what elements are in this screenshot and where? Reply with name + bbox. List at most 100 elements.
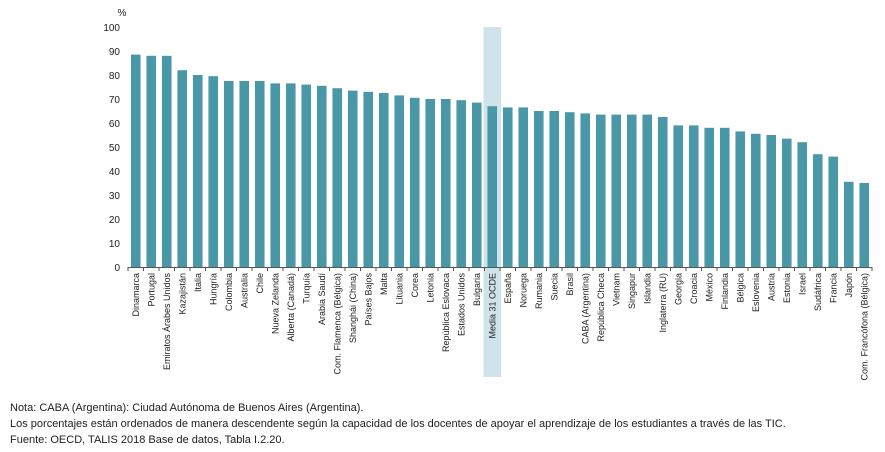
bar	[843, 181, 854, 267]
x-tick-label: Colombia	[224, 273, 234, 311]
bar	[533, 111, 544, 267]
y-tick-label: 40	[109, 167, 121, 178]
bar	[657, 117, 668, 267]
bar	[595, 114, 606, 267]
bar	[735, 131, 746, 267]
y-tick-label: 10	[109, 239, 121, 250]
y-tick-label: 60	[109, 119, 121, 130]
bar	[394, 95, 405, 268]
x-tick-label: CABA (Argentina)	[580, 273, 590, 344]
x-tick-label: Eslovenia	[751, 273, 761, 312]
bar	[208, 76, 219, 267]
bar	[626, 114, 637, 267]
x-tick-label: Vietnam	[611, 273, 621, 306]
x-tick-label: Hungría	[208, 273, 218, 305]
x-tick-label: Portugal	[146, 273, 156, 307]
bar	[828, 156, 839, 267]
x-tick-label: República Eslovaca	[441, 273, 451, 352]
bar	[130, 54, 141, 267]
x-tick-label: Croacia	[689, 273, 699, 304]
x-tick-label: Países Bajos	[363, 273, 373, 326]
x-tick-label: Shanghái (China)	[348, 273, 358, 343]
x-tick-label: Chile	[255, 273, 265, 294]
bar	[812, 154, 823, 267]
bar	[239, 81, 250, 267]
bar	[440, 99, 451, 267]
x-tick-label: Francia	[828, 273, 838, 303]
y-tick-label: 30	[109, 191, 121, 202]
y-tick-label: 90	[109, 47, 121, 58]
bar	[719, 127, 730, 267]
bar	[425, 99, 436, 267]
bar	[797, 142, 808, 267]
bar	[518, 107, 529, 268]
y-tick-label: 70	[109, 95, 121, 106]
bar	[254, 81, 265, 267]
bar	[363, 91, 374, 267]
x-tick-label: Australia	[239, 273, 249, 308]
bar	[146, 55, 157, 267]
x-tick-label: Bulgaria	[472, 273, 482, 306]
x-tick-label: Austria	[766, 273, 776, 301]
bar	[750, 133, 761, 267]
x-tick-label: Lituania	[394, 273, 404, 305]
bar	[781, 138, 792, 267]
y-tick-label: 100	[103, 23, 120, 34]
bar	[270, 83, 281, 268]
x-tick-label: Malta	[379, 273, 389, 295]
bar	[301, 84, 312, 267]
x-tick-label: Estados Unidos	[456, 273, 466, 337]
x-tick-label: Singapur	[627, 273, 637, 309]
description-text: Los porcentajes están ordenados de maner…	[10, 418, 786, 430]
x-tick-label: Israel	[797, 273, 807, 295]
bar	[564, 112, 575, 267]
x-tick-label: Alberta (Canadá)	[286, 273, 296, 342]
x-tick-label: España	[503, 273, 513, 304]
x-tick-label: Turquía	[301, 273, 311, 304]
bar	[471, 102, 482, 267]
y-axis-label: %	[118, 8, 127, 19]
source-text: Fuente: OECD, TALIS 2018 Base de datos, …	[10, 434, 285, 446]
bar	[285, 83, 296, 268]
x-tick-label: República Checa	[596, 273, 606, 342]
x-tick-label: Finlandia	[720, 273, 730, 310]
x-tick-label: Sudáfrica	[813, 273, 823, 311]
bar	[673, 125, 684, 268]
x-tick-label: Italia	[193, 273, 203, 292]
note-text: Nota: CABA (Argentina): Ciudad Autónoma …	[10, 402, 364, 414]
x-tick-label: Suecia	[549, 273, 559, 301]
x-tick-label: Islandia	[642, 273, 652, 304]
x-tick-label: Rumania	[534, 273, 544, 309]
bar	[378, 93, 389, 267]
bar	[642, 114, 653, 267]
x-tick-label: Media 31 OCDE	[487, 273, 497, 339]
x-tick-label: Arabia Saudí	[317, 273, 327, 326]
y-tick-label: 80	[109, 71, 121, 82]
y-tick-label: 0	[114, 263, 120, 274]
bar	[859, 183, 870, 267]
x-tick-label: México	[704, 273, 714, 302]
x-tick-label: Estonia	[782, 273, 792, 303]
x-tick-label: Corea	[410, 273, 420, 298]
x-tick-label: Com. Flamenca (Bélgica)	[332, 273, 342, 375]
bar	[580, 113, 591, 268]
y-tick-label: 20	[109, 215, 121, 226]
x-tick-label: Inglaterra (RU)	[658, 273, 668, 333]
x-tick-label: Dinamarca	[131, 273, 141, 317]
bar	[487, 106, 498, 267]
y-tick-label: 50	[109, 143, 121, 154]
x-tick-label: Brasil	[565, 273, 575, 296]
bar	[456, 100, 467, 267]
x-tick-label: Com. Francófona (Bélgica)	[859, 273, 869, 381]
x-tick-label: Noruega	[518, 273, 528, 308]
bar-chart: 0 10 20 30 40 50 60 70 80 90 100% Dinamarca Portugal…	[103, 8, 873, 381]
x-tick-label: Georgia	[673, 273, 683, 305]
x-tick-label: Japón	[844, 273, 854, 298]
bar	[332, 88, 343, 267]
bar	[688, 125, 699, 268]
bar	[316, 85, 327, 267]
bar	[549, 111, 560, 267]
x-tick-label: Kazajistán	[177, 273, 187, 315]
x-tick-label: Emiratos Árabes Unidos	[162, 273, 172, 371]
bar	[347, 90, 358, 267]
